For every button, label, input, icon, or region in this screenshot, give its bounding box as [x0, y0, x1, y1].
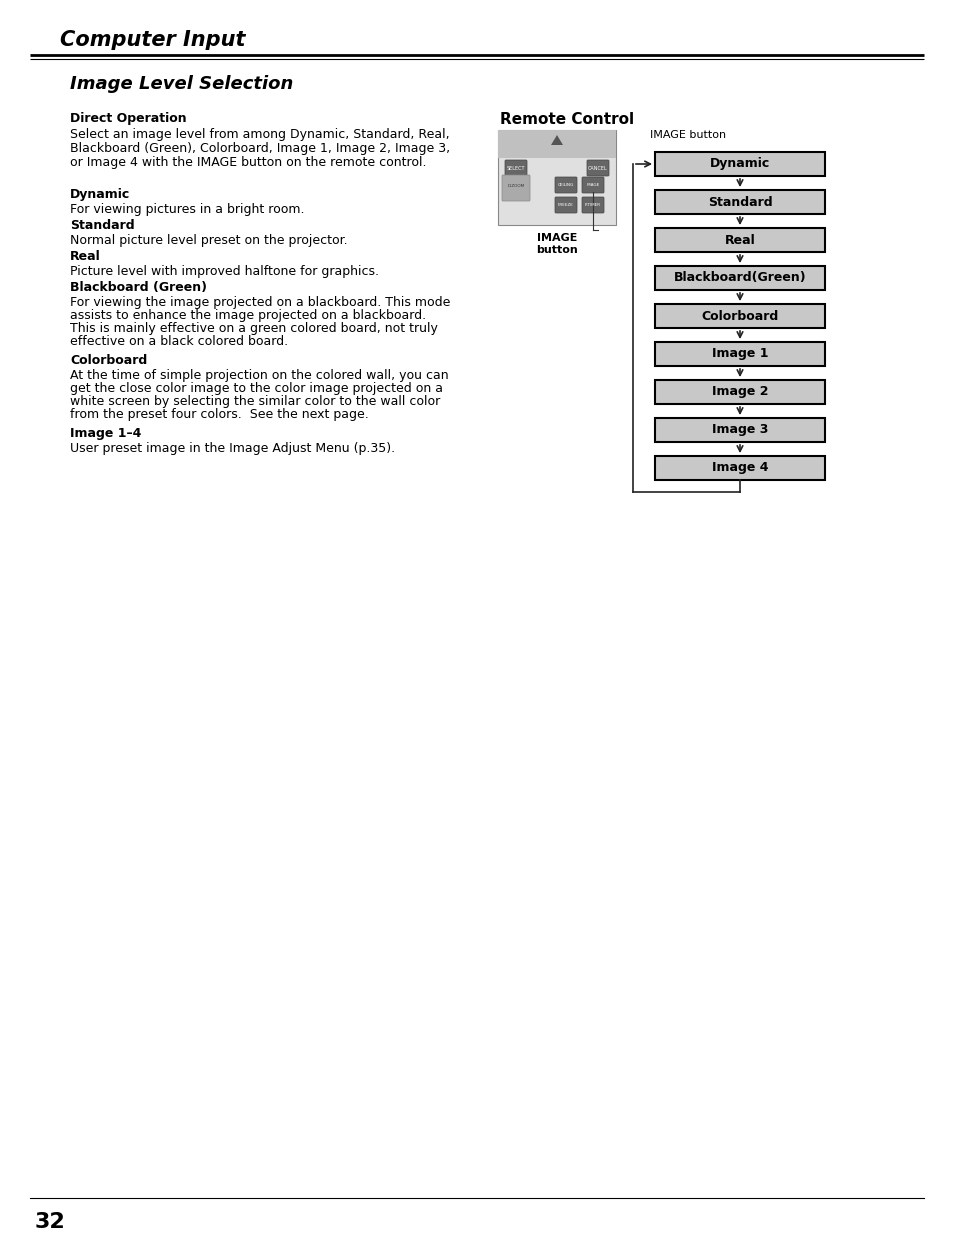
Text: Image 4: Image 4: [711, 462, 767, 474]
Text: Remote Control: Remote Control: [499, 112, 634, 127]
Text: Blackboard (Green), Colorboard, Image 1, Image 2, Image 3,: Blackboard (Green), Colorboard, Image 1,…: [70, 142, 450, 156]
Text: Direct Operation: Direct Operation: [70, 112, 187, 125]
Text: Image 1–4: Image 1–4: [70, 427, 141, 440]
Text: from the preset four colors.  See the next page.: from the preset four colors. See the nex…: [70, 408, 369, 421]
Text: IMAGE: IMAGE: [586, 183, 599, 186]
Text: IMAGE
button: IMAGE button: [536, 233, 578, 254]
Text: Standard: Standard: [707, 195, 772, 209]
Text: Image Level Selection: Image Level Selection: [70, 75, 294, 93]
FancyBboxPatch shape: [655, 152, 824, 177]
Polygon shape: [551, 135, 562, 144]
Text: This is mainly effective on a green colored board, not truly: This is mainly effective on a green colo…: [70, 322, 437, 335]
Text: D.ZOOM: D.ZOOM: [507, 184, 524, 188]
Text: Select an image level from among Dynamic, Standard, Real,: Select an image level from among Dynamic…: [70, 128, 449, 141]
FancyBboxPatch shape: [497, 130, 616, 225]
FancyBboxPatch shape: [655, 342, 824, 366]
Text: Real: Real: [70, 249, 101, 263]
Text: User preset image in the Image Adjust Menu (p.35).: User preset image in the Image Adjust Me…: [70, 442, 395, 454]
Text: Image 2: Image 2: [711, 385, 767, 399]
Text: Dynamic: Dynamic: [709, 158, 769, 170]
Text: Image 1: Image 1: [711, 347, 767, 361]
FancyBboxPatch shape: [497, 130, 616, 158]
FancyBboxPatch shape: [586, 161, 608, 177]
Text: Dynamic: Dynamic: [70, 188, 131, 201]
FancyBboxPatch shape: [655, 190, 824, 214]
FancyBboxPatch shape: [504, 161, 526, 177]
FancyBboxPatch shape: [655, 456, 824, 480]
Text: SELECT: SELECT: [506, 165, 525, 170]
Text: FREEZE: FREEZE: [558, 203, 574, 207]
FancyBboxPatch shape: [581, 198, 603, 212]
Text: Blackboard(Green): Blackboard(Green): [673, 272, 805, 284]
Text: For viewing the image projected on a blackboard. This mode: For viewing the image projected on a bla…: [70, 296, 450, 309]
Text: Colorboard: Colorboard: [70, 354, 147, 367]
Text: Standard: Standard: [70, 219, 134, 232]
Text: P-TIMER: P-TIMER: [584, 203, 600, 207]
FancyBboxPatch shape: [655, 380, 824, 404]
Text: Image 3: Image 3: [711, 424, 767, 436]
FancyBboxPatch shape: [655, 228, 824, 252]
Text: CEILING: CEILING: [558, 183, 574, 186]
Text: Colorboard: Colorboard: [700, 310, 778, 322]
FancyBboxPatch shape: [555, 177, 577, 193]
Text: Real: Real: [724, 233, 755, 247]
Text: Picture level with improved halftone for graphics.: Picture level with improved halftone for…: [70, 266, 378, 278]
Text: Blackboard (Green): Blackboard (Green): [70, 282, 207, 294]
Text: For viewing pictures in a bright room.: For viewing pictures in a bright room.: [70, 203, 304, 216]
FancyBboxPatch shape: [655, 417, 824, 442]
Text: IMAGE button: IMAGE button: [649, 130, 725, 140]
FancyBboxPatch shape: [655, 304, 824, 329]
FancyBboxPatch shape: [555, 198, 577, 212]
Text: assists to enhance the image projected on a blackboard.: assists to enhance the image projected o…: [70, 309, 426, 322]
Text: or Image 4 with the IMAGE button on the remote control.: or Image 4 with the IMAGE button on the …: [70, 156, 426, 169]
Text: Normal picture level preset on the projector.: Normal picture level preset on the proje…: [70, 233, 347, 247]
FancyBboxPatch shape: [655, 266, 824, 290]
Text: At the time of simple projection on the colored wall, you can: At the time of simple projection on the …: [70, 369, 448, 382]
FancyBboxPatch shape: [581, 177, 603, 193]
FancyBboxPatch shape: [501, 175, 530, 201]
Text: get the close color image to the color image projected on a: get the close color image to the color i…: [70, 382, 442, 395]
Text: effective on a black colored board.: effective on a black colored board.: [70, 335, 288, 348]
Text: CANCEL: CANCEL: [587, 165, 607, 170]
Text: white screen by selecting the similar color to the wall color: white screen by selecting the similar co…: [70, 395, 439, 408]
Text: Computer Input: Computer Input: [60, 30, 245, 49]
Text: 32: 32: [35, 1212, 66, 1233]
